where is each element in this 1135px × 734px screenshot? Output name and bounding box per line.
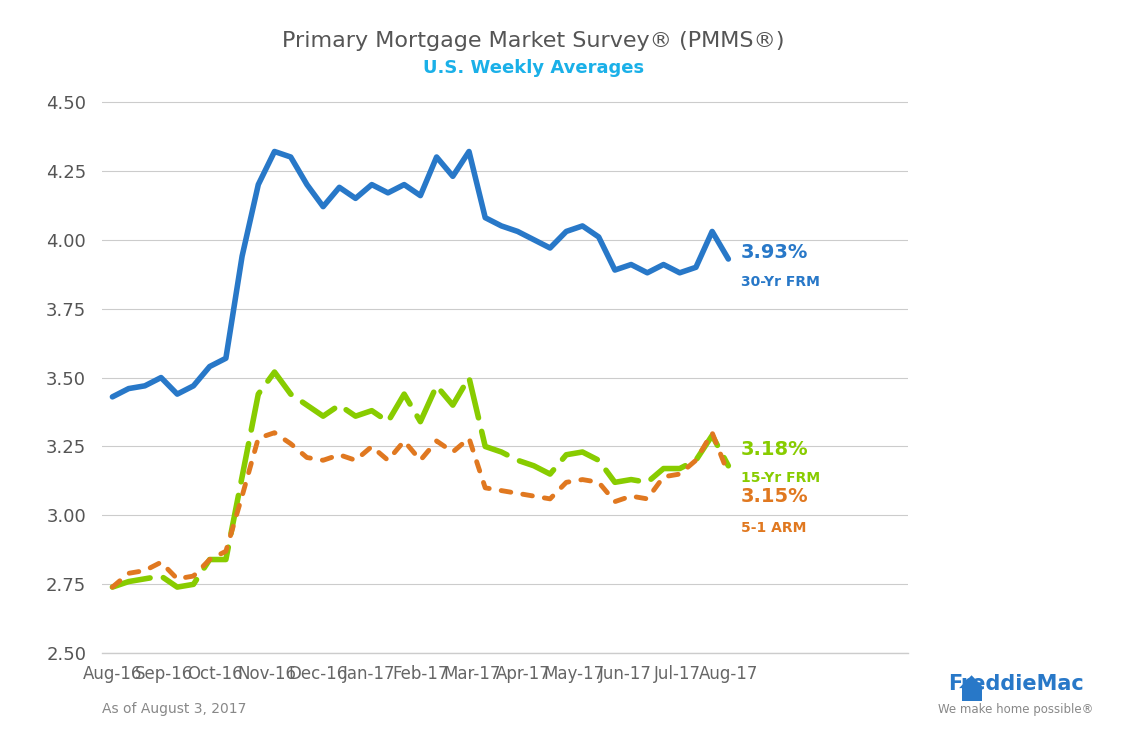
- Text: We make home possible®: We make home possible®: [939, 702, 1093, 716]
- Text: U.S. Weekly Averages: U.S. Weekly Averages: [423, 59, 644, 77]
- Text: 30-Yr FRM: 30-Yr FRM: [741, 275, 821, 289]
- Text: 3.15%: 3.15%: [741, 487, 809, 506]
- Text: 3.93%: 3.93%: [741, 243, 808, 261]
- Text: 5-1 ARM: 5-1 ARM: [741, 521, 807, 535]
- Text: FreddieMac: FreddieMac: [948, 674, 1084, 694]
- Text: Primary Mortgage Market Survey® (PMMS®): Primary Mortgage Market Survey® (PMMS®): [283, 32, 784, 51]
- Text: As of August 3, 2017: As of August 3, 2017: [102, 702, 246, 716]
- Text: 15-Yr FRM: 15-Yr FRM: [741, 471, 821, 485]
- Text: 3.18%: 3.18%: [741, 440, 809, 459]
